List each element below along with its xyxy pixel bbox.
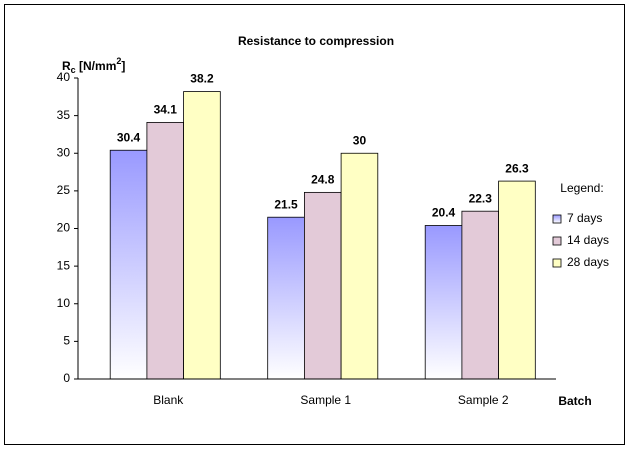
y-tick-label: 10 (57, 296, 71, 310)
x-tick-label: Sample 2 (458, 393, 509, 407)
bar (424, 225, 463, 380)
bar (109, 149, 148, 380)
legend-swatch (552, 236, 562, 246)
bar (498, 180, 536, 380)
y-tick-label: 15 (57, 258, 71, 272)
bar (267, 216, 305, 380)
y-tick-label: 40 (57, 70, 71, 84)
x-tick-label: Sample 1 (300, 393, 351, 407)
legend-label: 7 days (567, 211, 602, 225)
value-label: 20.4 (432, 206, 456, 220)
legend-label: 14 days (567, 233, 609, 247)
y-tick-label: 20 (57, 221, 71, 235)
bar (183, 91, 221, 380)
y-tick-label: 5 (63, 334, 70, 348)
y-tick-label: 25 (57, 183, 71, 197)
legend-swatch (552, 214, 562, 224)
value-label: 38.2 (190, 72, 214, 86)
y-tick-label: 30 (57, 145, 71, 159)
y-label-part: ] (121, 59, 125, 73)
value-label: 24.8 (311, 173, 335, 187)
y-label-part: R (62, 59, 71, 73)
bar (303, 191, 342, 380)
value-label: 26.3 (505, 161, 529, 175)
value-label: 21.5 (274, 197, 298, 211)
bar (461, 210, 499, 380)
y-label-part: [N/mm (76, 59, 117, 73)
chart-title: Resistance to compression (238, 34, 394, 48)
y-label-part: c (71, 65, 76, 75)
legend-swatch (552, 258, 562, 268)
value-label: 34.1 (154, 103, 178, 117)
x-tick-label: Blank (153, 393, 184, 407)
y-label-part: 2 (116, 56, 121, 66)
x-axis-label: Batch (558, 394, 591, 408)
legend-label: 28 days (567, 255, 609, 269)
y-axis-label: Rc [N/mm2] (62, 56, 125, 75)
y-tick-label: 0 (63, 371, 70, 385)
value-label: 30.4 (117, 130, 141, 144)
value-label: 22.3 (469, 191, 493, 205)
legend-title: Legend: (560, 181, 603, 195)
bar (340, 152, 379, 380)
y-tick-label: 35 (57, 108, 71, 122)
bar (146, 121, 184, 380)
value-label: 30 (353, 133, 367, 147)
